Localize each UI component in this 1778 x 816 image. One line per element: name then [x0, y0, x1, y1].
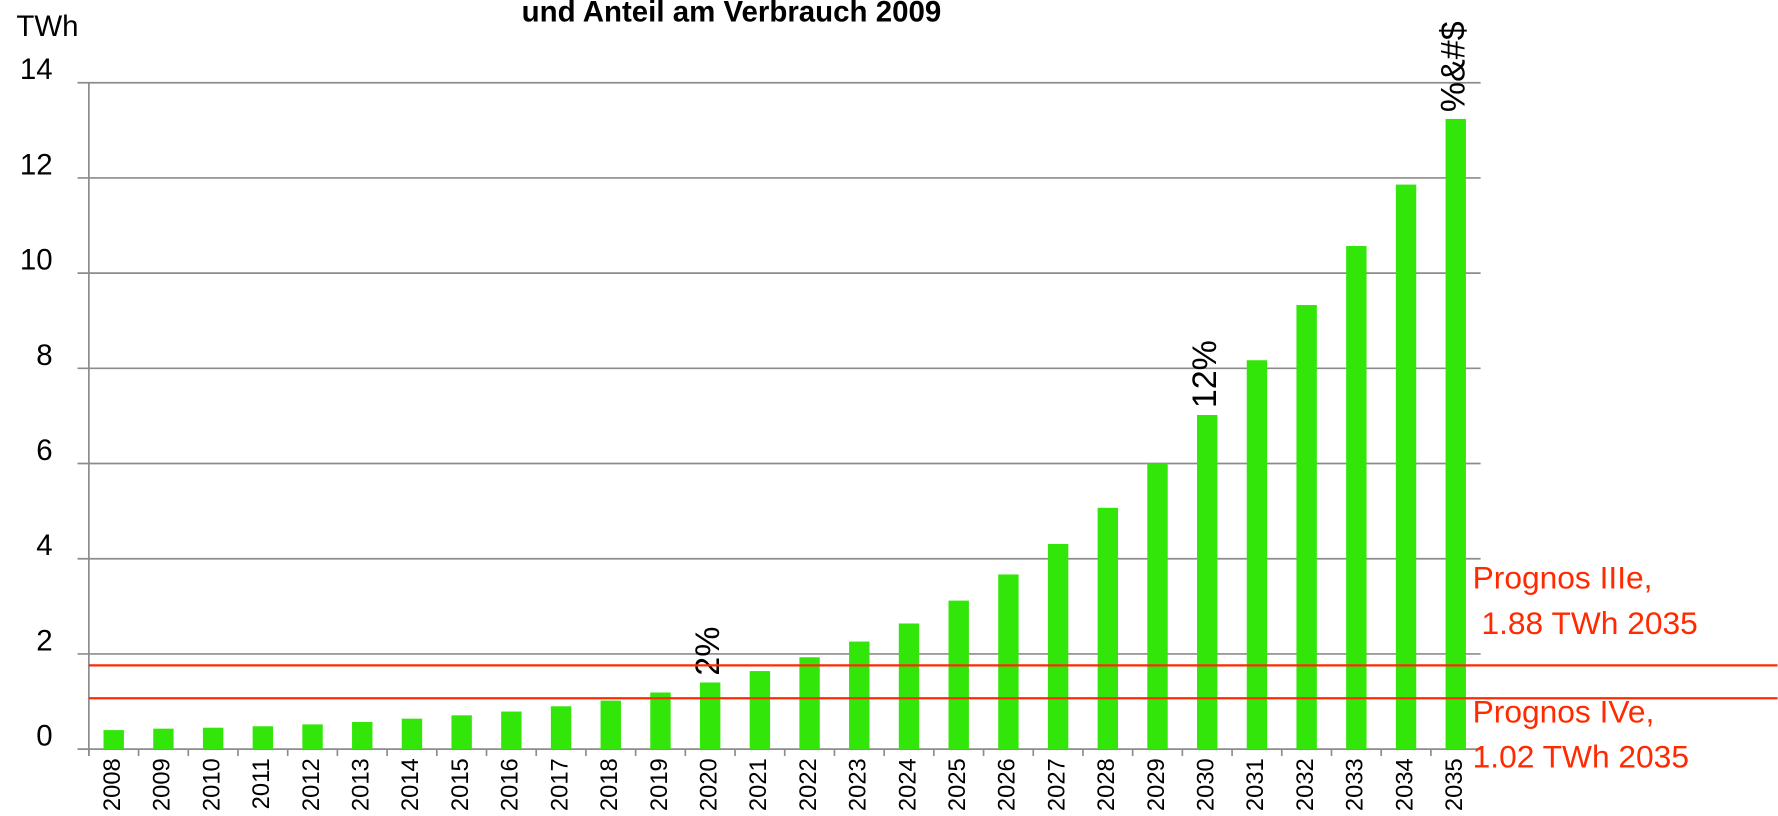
bar	[1445, 118, 1466, 750]
bar	[1097, 507, 1119, 750]
annotation: 12%	[1186, 340, 1224, 408]
x-tick-label: 2023	[845, 758, 872, 811]
bar	[1147, 463, 1168, 750]
x-tick-label: 2008	[99, 758, 126, 811]
x-tick-label: 2017	[546, 758, 573, 811]
bar	[650, 692, 671, 750]
bar	[501, 711, 522, 750]
x-tick-label: 2035	[1441, 758, 1468, 811]
x-tick-label: 2032	[1292, 758, 1319, 811]
bar	[1296, 305, 1317, 750]
x-tick-label: 2025	[944, 758, 971, 811]
bar	[202, 727, 224, 750]
x-tick-label: 2019	[646, 758, 673, 811]
annotation: 2%	[689, 627, 727, 676]
bar	[153, 728, 174, 750]
y-tick-label: 2	[36, 624, 52, 657]
x-tick-label: 2016	[497, 758, 524, 811]
x-tick-label: 2022	[795, 758, 822, 811]
x-tick-label: 2024	[894, 758, 921, 811]
y-tick-label: 4	[36, 529, 52, 562]
reference-label: 1.88 TWh 2035	[1473, 605, 1698, 641]
x-tick-label: 2012	[298, 758, 325, 811]
reference-label: Prognos IVe,	[1473, 693, 1655, 729]
bar	[1395, 184, 1417, 750]
annotation: %&#$	[1435, 21, 1473, 112]
bar	[948, 600, 969, 750]
bar	[352, 722, 373, 750]
bar	[1246, 360, 1268, 750]
x-tick-label: 2030	[1193, 758, 1220, 811]
bar	[600, 700, 621, 750]
x-tick-label: 2014	[397, 758, 424, 811]
bar	[699, 682, 721, 750]
bar	[849, 641, 870, 750]
bar	[252, 726, 274, 750]
y-tick-label: 14	[20, 53, 53, 86]
bar	[998, 574, 1019, 750]
x-tick-label: 2033	[1342, 758, 1369, 811]
reference-label: Prognos IIIe,	[1473, 560, 1653, 596]
bar	[302, 724, 323, 750]
x-tick-label: 2034	[1391, 758, 1418, 811]
x-tick-label: 2010	[198, 758, 225, 811]
x-tick-label: 2029	[1143, 758, 1170, 811]
x-tick-label: 2026	[994, 758, 1021, 811]
x-tick-label: 2028	[1093, 758, 1120, 811]
bar	[1047, 543, 1069, 750]
bar	[550, 706, 572, 750]
bar	[799, 657, 820, 750]
bar	[451, 715, 472, 750]
y-tick-label: 6	[36, 434, 52, 467]
chart-title: und Anteil am Verbrauch 2009	[522, 0, 942, 28]
x-tick-label: 2013	[348, 758, 375, 811]
y-tick-label: 8	[36, 339, 52, 372]
y-axis-label: TWh	[16, 10, 78, 43]
bar	[1346, 246, 1367, 750]
bar	[401, 718, 423, 750]
x-tick-label: 2018	[596, 758, 623, 811]
x-tick-label: 2015	[447, 758, 474, 811]
y-tick-label: 0	[36, 720, 52, 753]
bar	[898, 623, 920, 750]
x-tick-label: 2027	[1043, 758, 1070, 811]
bar	[103, 730, 124, 750]
x-tick-label: 2009	[149, 758, 176, 811]
x-tick-label: 2020	[695, 758, 722, 811]
y-tick-label: 12	[20, 148, 53, 181]
y-tick-label: 10	[20, 244, 53, 277]
bar	[749, 671, 771, 750]
x-tick-label: 2021	[745, 758, 772, 811]
x-tick-label: 2011	[248, 758, 275, 809]
reference-label: 1.02 TWh 2035	[1473, 739, 1689, 775]
x-tick-label: 2031	[1242, 758, 1269, 811]
